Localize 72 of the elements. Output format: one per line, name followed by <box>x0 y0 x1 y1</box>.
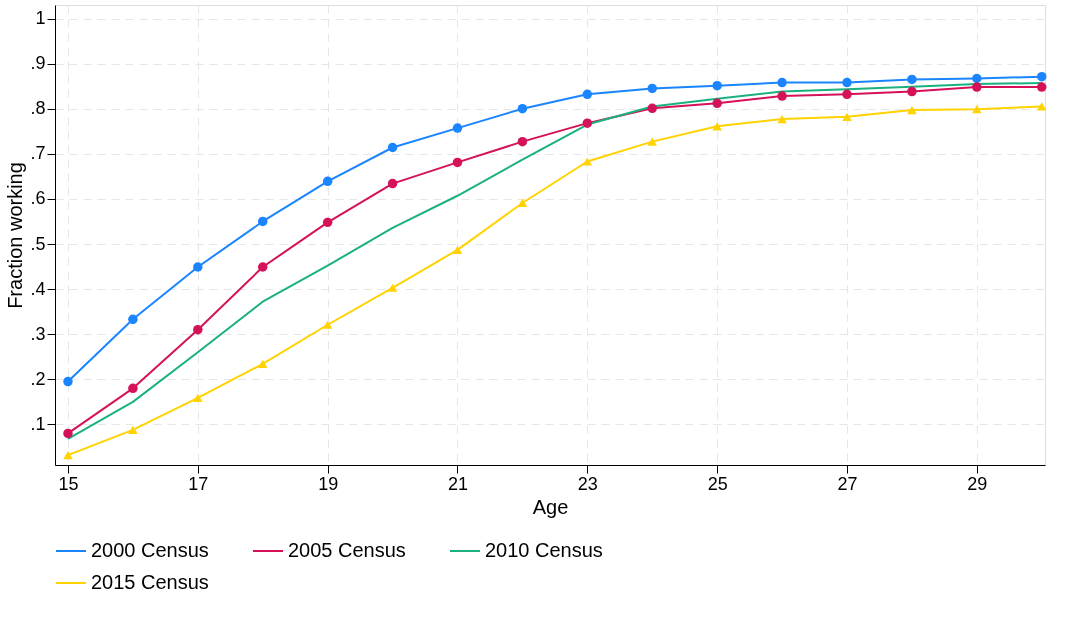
point <box>322 320 333 329</box>
point <box>777 77 787 88</box>
point <box>647 103 657 114</box>
point <box>128 425 138 434</box>
point <box>972 73 982 84</box>
point <box>387 283 398 292</box>
y-tick-label: 1 <box>35 8 46 29</box>
x-tick-label: 19 <box>318 473 339 494</box>
point <box>387 142 398 153</box>
x-tick-label: 21 <box>447 473 469 494</box>
y-tick-label: .4 <box>30 278 46 299</box>
point <box>257 262 268 272</box>
point <box>257 359 268 369</box>
point <box>972 105 982 114</box>
point <box>582 118 593 128</box>
point <box>777 91 787 101</box>
point <box>582 157 593 166</box>
point <box>452 157 463 168</box>
point <box>1037 102 1047 111</box>
point <box>842 112 852 121</box>
y-tick-label: .3 <box>30 323 46 344</box>
point <box>452 245 463 254</box>
x-tick-label: 15 <box>58 473 79 494</box>
point <box>907 74 917 85</box>
point <box>647 137 657 146</box>
point <box>63 376 73 387</box>
y-tick-label: .9 <box>30 53 46 74</box>
point <box>63 450 73 460</box>
y-tick-label: .1 <box>30 413 46 434</box>
y-tick-label: .2 <box>30 368 46 389</box>
point <box>972 82 982 92</box>
y-tick-label: .8 <box>30 98 46 119</box>
y-tick-label: .5 <box>30 233 46 254</box>
y-axis-title: Fraction working <box>4 162 27 309</box>
point <box>128 383 138 394</box>
point <box>387 178 398 189</box>
y-tick-label: .7 <box>30 143 46 164</box>
point <box>128 314 138 325</box>
point <box>907 105 917 115</box>
legend-label: 2010 Census <box>485 539 603 561</box>
point <box>517 103 528 114</box>
point <box>1037 71 1047 82</box>
point <box>322 176 333 187</box>
point <box>193 324 203 335</box>
x-tick-label: 17 <box>188 473 209 494</box>
point <box>712 98 722 109</box>
legend-label: 2000 Census <box>91 539 209 561</box>
x-tick-label: 25 <box>707 473 728 494</box>
legend-label: 2015 Census <box>91 571 209 593</box>
x-tick-label: 27 <box>837 473 858 494</box>
y-tick-label: .6 <box>30 188 46 209</box>
point <box>907 86 917 97</box>
point <box>842 77 852 88</box>
legend-label: 2005 Census <box>288 539 406 561</box>
point <box>1037 82 1047 92</box>
point <box>193 393 203 402</box>
point <box>582 89 593 100</box>
point <box>712 80 722 91</box>
point <box>647 83 657 94</box>
point <box>63 428 73 439</box>
point <box>452 123 463 133</box>
x-axis-title: Age <box>532 495 569 518</box>
x-tick-label: 29 <box>967 473 988 494</box>
point <box>517 136 528 147</box>
point <box>257 216 268 227</box>
point <box>777 114 787 124</box>
point <box>517 198 528 208</box>
x-tick-label: 23 <box>577 473 598 494</box>
point <box>193 262 203 272</box>
point <box>322 217 333 228</box>
point <box>842 89 852 100</box>
point <box>712 122 722 131</box>
